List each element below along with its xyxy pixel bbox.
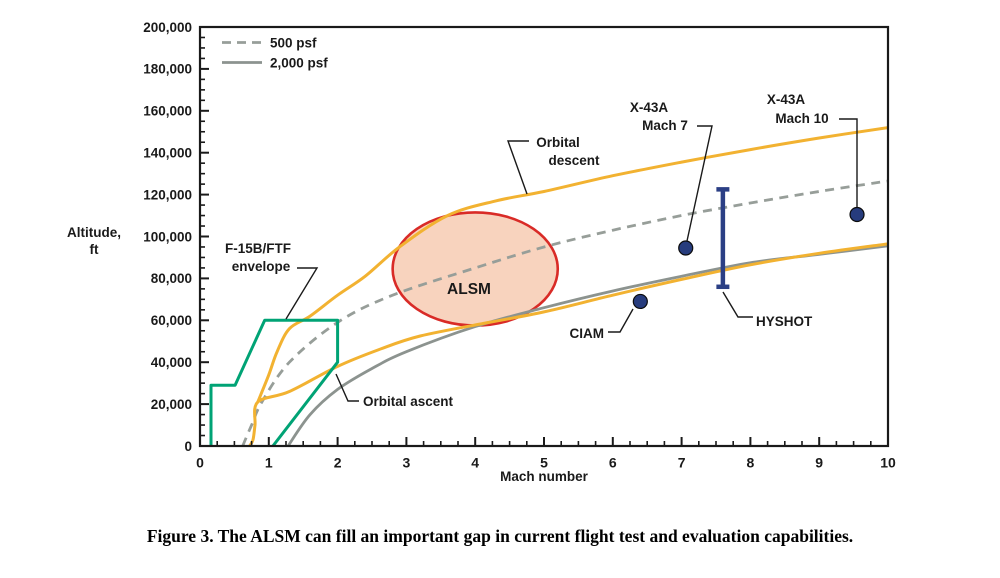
x-tick-label: 5 [540, 455, 548, 471]
y-tick-label: 160,000 [143, 104, 192, 119]
leader-orbital-ascent [335, 373, 359, 402]
curve-orbital-ascent [248, 242, 888, 446]
x-tick-label: 10 [880, 455, 896, 471]
label-orbital-descent-1: Orbital [536, 135, 580, 150]
curve-orbital-descent [256, 126, 888, 403]
leader-orbital-descent [507, 140, 529, 195]
chart: 0 1 2 3 4 5 6 7 8 9 10 0 20,000 40,000 60,000 80,000 100… [67, 20, 896, 484]
curve-f-15b-ftf-envelope [209, 318, 340, 446]
leader-hyshot [722, 291, 753, 318]
y-tick-label: 0 [184, 439, 192, 454]
label-hyshot: HYSHOT [756, 314, 813, 329]
label-orbital-descent-2: descent [548, 153, 600, 168]
y-tick-label: 40,000 [151, 355, 192, 370]
y-tick-label: 200,000 [143, 20, 192, 35]
label-f15-envelope-2: envelope [232, 259, 291, 274]
chart-canvas: 0 1 2 3 4 5 6 7 8 9 10 0 20,000 40,000 60,000 80,000 100… [67, 20, 896, 484]
marker-x-43a-mach-10 [849, 206, 865, 223]
label-x43a-mach7-2: Mach 7 [642, 118, 688, 133]
y-tick-label: 20,000 [151, 397, 192, 412]
x-tick-label: 1 [265, 455, 273, 471]
y-tick-label: 180,000 [143, 62, 192, 77]
y-tick-label: 120,000 [143, 187, 192, 202]
y-tick-label: 60,000 [151, 313, 192, 328]
y-axis-title: Altitude, [67, 225, 121, 240]
x-tick-label: 2 [334, 455, 342, 471]
curve-2-000-psf [286, 244, 888, 446]
marker-ciam [632, 293, 648, 310]
marker-x-43a-mach-7 [678, 240, 694, 256]
figure-caption: Figure 3. The ALSM can fill an important… [146, 526, 854, 546]
leader-x43a-mach7 [686, 125, 713, 242]
alsm-ellipse [391, 211, 560, 327]
x-tick-label: 0 [196, 455, 204, 471]
label-x43a-mach10-1: X-43A [767, 92, 806, 107]
y-tick-label: 80,000 [151, 271, 192, 286]
leader-ciam [608, 308, 634, 333]
leader-x43a-mach10 [839, 118, 858, 207]
x-tick-label: 4 [471, 455, 479, 471]
x-tick-label: 9 [815, 455, 823, 471]
x-axis-title: Mach number [500, 469, 589, 484]
label-f15-envelope-1: F-15B/FTF [225, 241, 291, 256]
x-tick-label: 7 [678, 455, 686, 471]
legend-label: 500 psf [270, 36, 317, 51]
legend-label: 2,000 psf [270, 56, 328, 71]
x-tick-label: 3 [403, 455, 411, 471]
y-tick-label: 140,000 [143, 146, 192, 161]
label-x43a-mach10-2: Mach 10 [775, 111, 828, 126]
label-x43a-mach7-1: X-43A [630, 100, 669, 115]
x-tick-label: 8 [747, 455, 755, 471]
label-ciam: CIAM [570, 326, 605, 341]
y-tick-label: 100,000 [143, 229, 192, 244]
leader-f15-envelope [285, 267, 319, 320]
x-tick-label: 6 [609, 455, 617, 471]
label-orbital-ascent: Orbital ascent [363, 394, 454, 409]
label-alsm: ALSM [447, 281, 491, 298]
y-axis-title: ft [90, 242, 99, 257]
